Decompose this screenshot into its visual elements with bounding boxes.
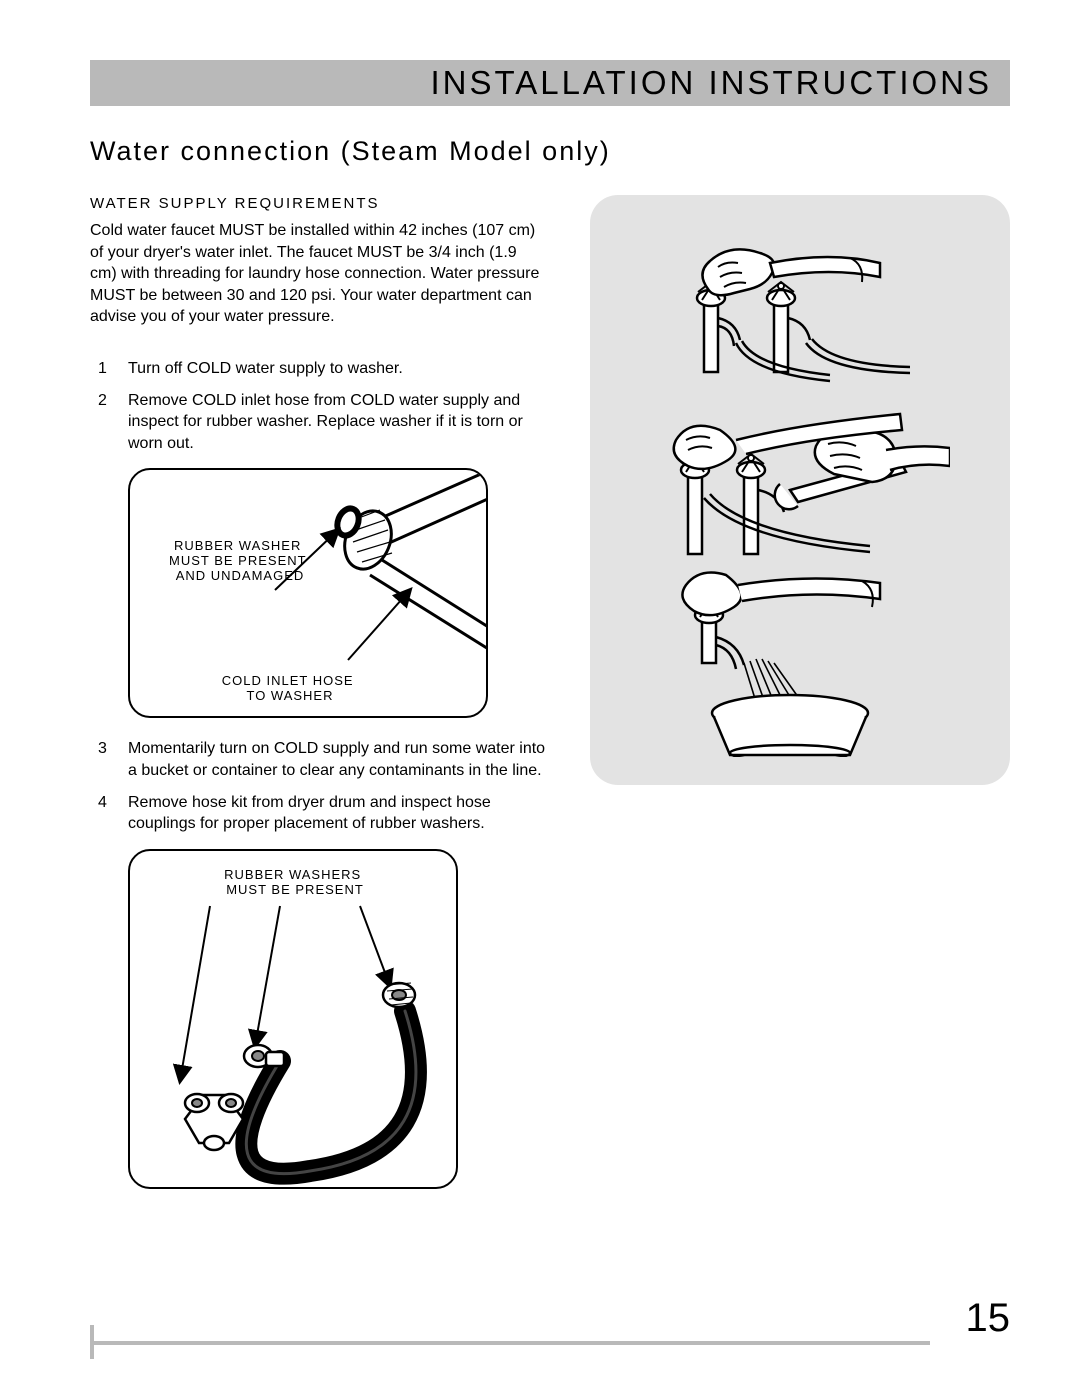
- step-4: Remove hose kit from dryer drum and insp…: [90, 792, 546, 835]
- illustration-flush-bucket: [650, 567, 950, 757]
- right-column: [590, 195, 1010, 1209]
- figure-rubber-washer: RUBBER WASHER MUST BE PRESENT AND UNDAMA…: [128, 468, 488, 718]
- columns: WATER SUPPLY REQUIREMENTS Cold water fau…: [90, 195, 1010, 1209]
- header-title: INSTALLATION INSTRUCTIONS: [431, 64, 993, 102]
- svg-text:RUBBER WASHER MUST: RUBBER WASHER MUST BE PRESENT AND UNDAMA…: [169, 538, 311, 583]
- steps-list-2: Momentarily turn on COLD supply and run …: [90, 738, 546, 834]
- illustration-remove-hose: [650, 390, 950, 560]
- svg-text:RUBBER WASHERS MUS: RUBBER WASHERS MUST BE PRESENT: [224, 867, 366, 897]
- header-bar: INSTALLATION INSTRUCTIONS: [90, 60, 1010, 106]
- step-2: Remove COLD inlet hose from COLD water s…: [90, 390, 546, 455]
- svg-text:COLD INLET HOSE TO: COLD INLET HOSE TO WASHER: [222, 673, 358, 703]
- page: INSTALLATION INSTRUCTIONS Water connecti…: [0, 0, 1080, 1397]
- left-column: WATER SUPPLY REQUIREMENTS Cold water fau…: [90, 195, 546, 1209]
- fig1-svg: RUBBER WASHER MUST BE PRESENT AND UNDAMA…: [130, 470, 488, 718]
- section-subtitle: Water connection (Steam Model only): [90, 136, 1010, 167]
- requirements-intro: Cold water faucet MUST be installed with…: [90, 220, 546, 328]
- footer-rule: [90, 1341, 930, 1345]
- step-1: Turn off COLD water supply to washer.: [90, 358, 546, 380]
- requirements-title: WATER SUPPLY REQUIREMENTS: [90, 195, 546, 212]
- footer-tick: [90, 1325, 94, 1359]
- fig2-svg: RUBBER WASHERS MUST BE PRESENT: [130, 851, 458, 1189]
- steps-list: Turn off COLD water supply to washer. Re…: [90, 358, 546, 454]
- right-illustration-panel: [590, 195, 1010, 785]
- figure-hose-kit: RUBBER WASHERS MUST BE PRESENT: [128, 849, 458, 1189]
- page-number: 15: [966, 1296, 1011, 1341]
- step-3: Momentarily turn on COLD supply and run …: [90, 738, 546, 781]
- illustration-turn-off: [650, 223, 950, 383]
